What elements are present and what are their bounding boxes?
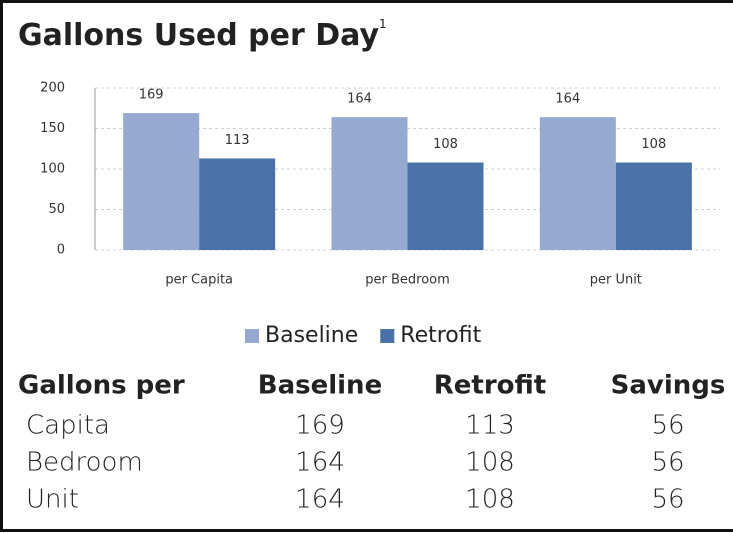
bar (615, 162, 692, 250)
table-cell: 164 (295, 485, 345, 515)
title-footnote: 1 (379, 17, 387, 31)
table-cell: 56 (651, 448, 684, 478)
table-cell: Capita (26, 411, 110, 441)
table-cell: 108 (465, 485, 515, 515)
table-cell: 56 (651, 485, 684, 515)
x-tick-label: per Unit (590, 273, 642, 288)
data-label: 108 (433, 137, 458, 152)
data-label: 164 (347, 92, 372, 107)
y-tick-label: 50 (48, 202, 65, 217)
table-header: Baseline (258, 371, 382, 401)
table-cell: 108 (465, 448, 515, 478)
legend-swatch (245, 329, 259, 343)
table-cell: Bedroom (26, 448, 143, 478)
table-cell: 56 (651, 411, 684, 441)
data-label: 169 (139, 88, 164, 103)
table-cell: 164 (295, 448, 345, 478)
x-tick-label: per Bedroom (365, 273, 450, 288)
bar (539, 117, 616, 250)
y-tick-label: 150 (40, 121, 65, 136)
legend-label: Retrofit (400, 323, 481, 348)
bar (331, 117, 408, 250)
x-tick-label: per Capita (165, 273, 233, 288)
title-text: Gallons Used per Day (18, 18, 379, 53)
y-tick-label: 100 (40, 162, 65, 177)
table-cell: Unit (26, 485, 79, 515)
legend-label: Baseline (265, 323, 358, 348)
bar (123, 113, 200, 250)
bar (407, 162, 484, 250)
chart-title: Gallons Used per Day1 (18, 17, 387, 53)
data-label: 164 (555, 92, 580, 107)
data-label: 108 (641, 137, 666, 152)
y-tick-label: 200 (40, 81, 65, 96)
legend-swatch (380, 329, 395, 343)
table-cell: 169 (295, 411, 345, 441)
y-tick-label: 0 (57, 243, 65, 258)
bar (199, 158, 276, 250)
table-header: Retrofit (434, 371, 546, 401)
data-label: 113 (225, 133, 250, 148)
table-header: Gallons per (18, 371, 185, 401)
table-header: Savings (611, 371, 726, 401)
table-cell: 113 (465, 411, 515, 441)
